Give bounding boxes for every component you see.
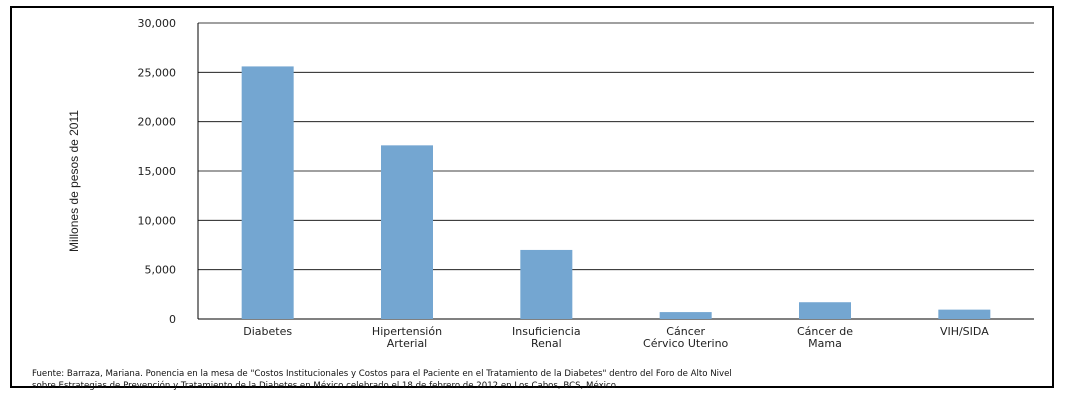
y-axis-ticks: 0 5,000 10,000 15,000 20,000 25,000 30,000 xyxy=(138,17,177,326)
x-tick-label: Insuficiencia Renal xyxy=(512,325,581,350)
x-tick-label: VIH/SIDA xyxy=(940,325,989,338)
bar xyxy=(241,66,294,319)
bar-chart: 0 5,000 10,000 15,000 20,000 25,000 30,000 Dia… xyxy=(67,17,1034,350)
bars xyxy=(241,66,991,319)
x-tick-label: Cáncer de Mama xyxy=(797,325,853,350)
y-tick-label: 10,000 xyxy=(138,214,177,227)
source-line-2: sobre Estrategias de Prevención y Tratam… xyxy=(32,381,617,391)
source-line-1: Fuente: Barraza, Mariana. Ponencia en la… xyxy=(32,369,732,379)
gridlines xyxy=(198,22,1034,320)
bar xyxy=(938,309,991,319)
x-tick-label: Cáncer Cérvico Uterino xyxy=(643,325,728,350)
bar xyxy=(799,302,851,319)
bar xyxy=(659,312,712,319)
y-tick-label: 15,000 xyxy=(138,165,177,178)
source-note: Fuente: Barraza, Mariana. Ponencia en la… xyxy=(32,368,1062,392)
x-tick-label: Hipertensión Arterial xyxy=(372,325,442,350)
x-axis-labels: Diabetes Hipertensión Arterial Insuficienci… xyxy=(243,325,989,350)
y-axis-label: Millones de pesos de 2011 xyxy=(67,110,81,252)
chart-frame: 0 5,000 10,000 15,000 20,000 25,000 30,000 Dia… xyxy=(10,6,1054,391)
bar xyxy=(520,249,573,319)
y-tick-label: 25,000 xyxy=(138,66,177,79)
bar xyxy=(381,145,433,319)
y-tick-label: 0 xyxy=(169,313,176,326)
y-tick-label: 5,000 xyxy=(145,264,177,277)
y-tick-label: 30,000 xyxy=(138,17,177,30)
y-tick-label: 20,000 xyxy=(138,116,177,129)
x-tick-label: Diabetes xyxy=(243,325,292,338)
